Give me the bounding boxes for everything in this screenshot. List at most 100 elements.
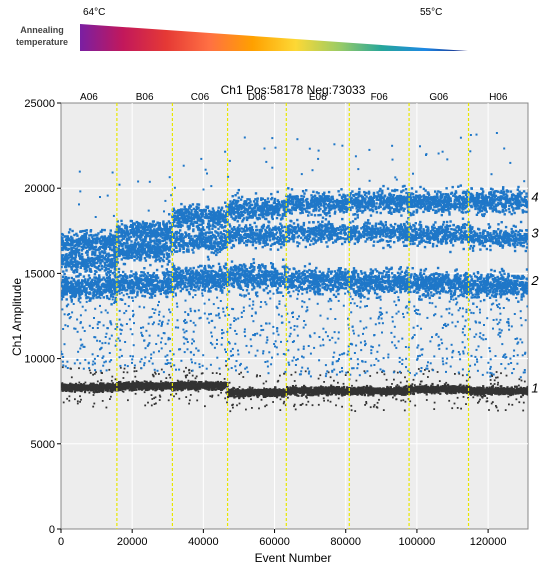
- droplet-point: [204, 380, 207, 383]
- droplet-point: [443, 383, 446, 386]
- droplet-point: [283, 400, 286, 403]
- droplet-point: [242, 376, 245, 378]
- droplet-point: [311, 390, 314, 393]
- droplet-point: [102, 382, 105, 385]
- droplet-point: [376, 387, 379, 390]
- droplet-point: [92, 373, 94, 376]
- droplet-point: [409, 392, 412, 395]
- droplet-point: [134, 375, 137, 378]
- droplet-point: [462, 396, 465, 398]
- droplet-point: [241, 388, 244, 391]
- droplet-point: [437, 392, 440, 394]
- droplet-point: [133, 370, 136, 373]
- droplet-point: [329, 400, 332, 403]
- droplet-point: [273, 388, 276, 391]
- droplet-point: [357, 389, 360, 392]
- droplet-point: [154, 396, 157, 399]
- droplet-point: [276, 393, 279, 396]
- droplet-point: [265, 380, 268, 383]
- droplet-point: [386, 393, 388, 396]
- droplet-point: [114, 388, 117, 391]
- droplet-point: [344, 392, 347, 395]
- droplet-point: [276, 391, 279, 394]
- droplet-point: [361, 386, 364, 389]
- droplet-point: [143, 391, 146, 394]
- droplet-point: [294, 387, 297, 390]
- droplet-point: [259, 375, 261, 377]
- droplet-point: [424, 386, 427, 389]
- droplet-point: [116, 389, 119, 392]
- legend-label-line2: temperature: [16, 37, 68, 47]
- droplet-point: [194, 377, 197, 380]
- droplet-point: [462, 390, 465, 392]
- temperature-gradient-wedge: [80, 24, 468, 51]
- droplet-point: [329, 390, 332, 393]
- droplet-point: [323, 390, 326, 393]
- droplet-point: [107, 389, 110, 391]
- droplet-point: [389, 393, 393, 396]
- droplet-point: [293, 380, 296, 382]
- droplet-point: [163, 384, 166, 387]
- droplet-point: [368, 388, 371, 390]
- droplet-point: [204, 387, 207, 390]
- droplet-point: [465, 386, 468, 389]
- droplet-point: [88, 391, 91, 394]
- droplet-point: [335, 390, 338, 393]
- droplet-point: [448, 399, 451, 402]
- droplet-point: [189, 380, 192, 383]
- droplet-point: [464, 386, 466, 389]
- droplet-point: [219, 381, 222, 384]
- droplet-point: [203, 384, 206, 387]
- droplet-point: [154, 389, 157, 392]
- droplet-point: [385, 394, 388, 397]
- droplet-point: [256, 389, 259, 392]
- droplet-point: [357, 387, 360, 390]
- droplet-point: [459, 388, 462, 391]
- droplet-point: [351, 389, 354, 392]
- droplet-point: [228, 392, 231, 395]
- droplet-point: [378, 398, 380, 401]
- droplet-point: [451, 407, 454, 410]
- droplet-point: [303, 384, 306, 387]
- droplet-point: [136, 384, 139, 387]
- droplet-point: [121, 390, 124, 392]
- droplet-point: [344, 390, 348, 393]
- droplet-point: [307, 391, 309, 394]
- droplet-point: [84, 381, 87, 384]
- droplet-point: [272, 391, 275, 394]
- droplet-point: [360, 391, 363, 394]
- droplet-point: [249, 393, 252, 396]
- droplet-point: [406, 387, 409, 390]
- droplet-point: [180, 383, 183, 387]
- droplet-point: [61, 383, 63, 386]
- droplet-point: [236, 395, 239, 398]
- droplet-point: [353, 391, 357, 394]
- droplet-point: [73, 383, 76, 386]
- droplet-point: [153, 397, 155, 400]
- droplet-point: [445, 381, 448, 384]
- droplet-point: [154, 372, 157, 375]
- droplet-point: [314, 393, 318, 396]
- droplet-point: [448, 386, 451, 389]
- droplet-point: [125, 387, 128, 390]
- droplet-point: [238, 402, 241, 405]
- droplet-point: [212, 383, 215, 386]
- droplet-point: [398, 388, 400, 390]
- droplet-point: [197, 387, 201, 390]
- droplet-point: [175, 392, 178, 395]
- droplet-point: [382, 409, 385, 411]
- droplet-point: [338, 392, 341, 394]
- droplet-point: [113, 386, 116, 389]
- droplet-point: [376, 401, 379, 404]
- droplet-point: [350, 392, 353, 395]
- droplet-point: [225, 391, 227, 394]
- droplet-point: [236, 404, 238, 407]
- droplet-point: [177, 385, 180, 388]
- droplet-point: [114, 385, 117, 388]
- droplet-point: [365, 390, 368, 393]
- droplet-point: [189, 382, 193, 385]
- droplet-point: [404, 389, 407, 392]
- droplet-point: [233, 393, 236, 396]
- droplet-point: [330, 388, 333, 391]
- droplet-point: [89, 372, 92, 374]
